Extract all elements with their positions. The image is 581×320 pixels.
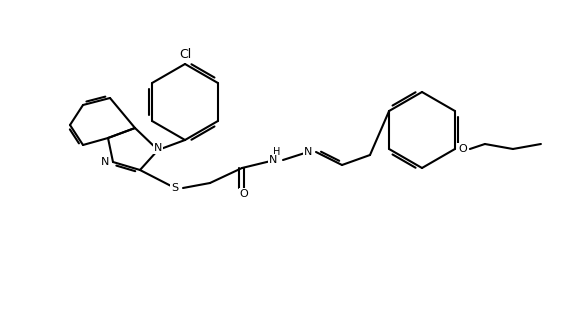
Text: N: N <box>101 157 109 167</box>
Text: N: N <box>304 147 312 157</box>
Text: S: S <box>171 183 178 193</box>
Text: O: O <box>239 189 248 199</box>
Text: N: N <box>154 143 162 153</box>
Text: O: O <box>458 144 467 154</box>
Text: N: N <box>269 155 277 165</box>
Text: Cl: Cl <box>179 47 191 60</box>
Text: H: H <box>273 147 281 157</box>
